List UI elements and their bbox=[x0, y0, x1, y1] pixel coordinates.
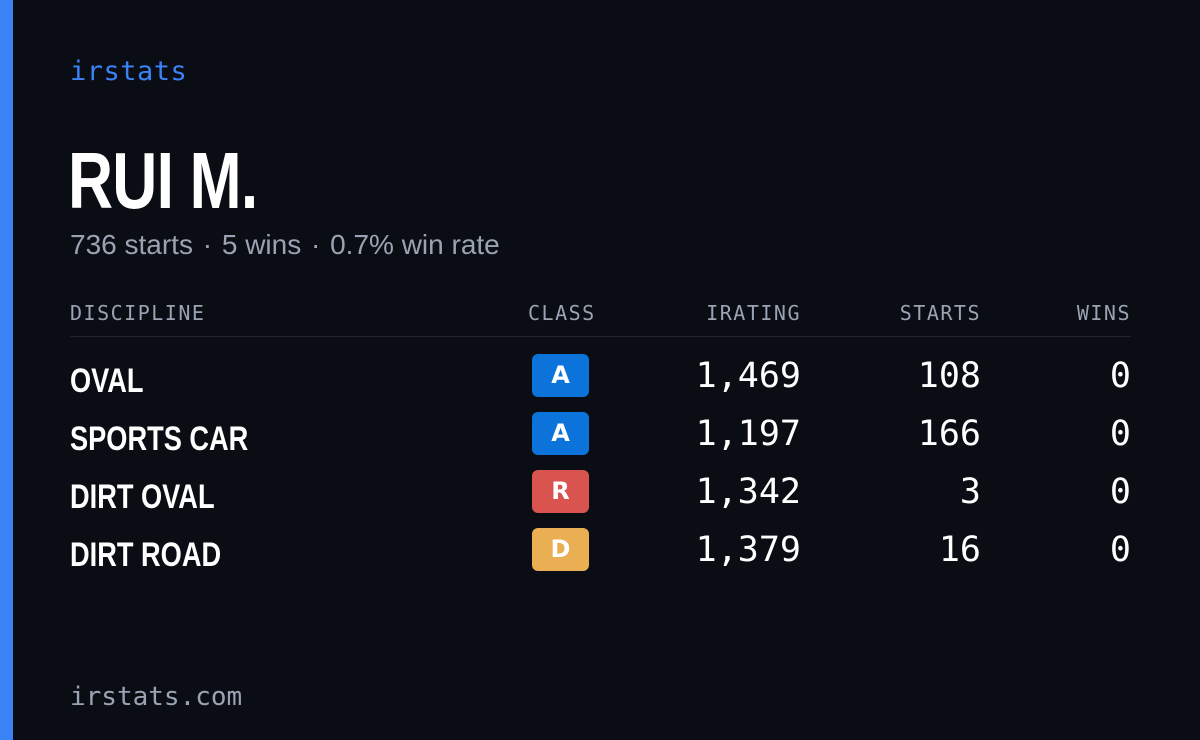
wins-value: 0 bbox=[1109, 414, 1131, 454]
header-class: CLASS bbox=[528, 301, 596, 325]
discipline-table: DISCIPLINE CLASS IRATING STARTS WINS OVA… bbox=[70, 296, 1131, 585]
table-header: DISCIPLINE CLASS IRATING STARTS WINS bbox=[70, 296, 1131, 337]
table-body: OVAL A 1,469 108 0 SPORTS CAR A 1,197 16… bbox=[70, 353, 1131, 585]
starts-value: 3 bbox=[959, 472, 981, 512]
header-wins: WINS bbox=[1076, 301, 1131, 325]
footer-url: irstats.com bbox=[70, 682, 243, 712]
starts-value: 166 bbox=[917, 414, 981, 454]
separator-dot: · bbox=[311, 229, 321, 260]
class-badge: A bbox=[532, 354, 589, 397]
table-row: DIRT OVAL R 1,342 3 0 bbox=[70, 469, 1131, 527]
accent-bar bbox=[0, 0, 13, 740]
driver-summary: 736 starts · 5 wins · 0.7% win rate bbox=[70, 228, 500, 262]
discipline-name: OVAL bbox=[70, 362, 144, 400]
irating-value: 1,197 bbox=[695, 414, 801, 454]
separator-dot: · bbox=[202, 229, 213, 260]
class-badge: A bbox=[532, 412, 589, 455]
irating-value: 1,469 bbox=[695, 356, 801, 396]
discipline-name: SPORTS CAR bbox=[70, 420, 249, 458]
win-rate-summary: 0.7% win rate bbox=[330, 229, 500, 260]
class-badge: D bbox=[532, 528, 589, 571]
wins-summary: 5 wins bbox=[221, 229, 302, 260]
header-discipline: DISCIPLINE bbox=[70, 301, 206, 325]
starts-summary: 736 starts bbox=[70, 229, 193, 260]
header-starts: STARTS bbox=[899, 301, 981, 325]
wins-value: 0 bbox=[1109, 472, 1131, 512]
brand-logo-text: irstats bbox=[70, 56, 188, 87]
table-row: DIRT ROAD D 1,379 16 0 bbox=[70, 527, 1131, 585]
driver-name: RUI M. bbox=[68, 136, 258, 225]
wins-value: 0 bbox=[1109, 356, 1131, 396]
discipline-name: DIRT OVAL bbox=[70, 478, 215, 516]
class-badge: R bbox=[532, 470, 589, 513]
irating-value: 1,379 bbox=[695, 530, 801, 570]
irating-value: 1,342 bbox=[695, 472, 801, 512]
discipline-name: DIRT ROAD bbox=[70, 536, 222, 574]
header-irating: IRATING bbox=[706, 301, 801, 325]
starts-value: 108 bbox=[917, 356, 981, 396]
table-row: OVAL A 1,469 108 0 bbox=[70, 353, 1131, 411]
starts-value: 16 bbox=[938, 530, 981, 570]
wins-value: 0 bbox=[1109, 530, 1131, 570]
table-row: SPORTS CAR A 1,197 166 0 bbox=[70, 411, 1131, 469]
